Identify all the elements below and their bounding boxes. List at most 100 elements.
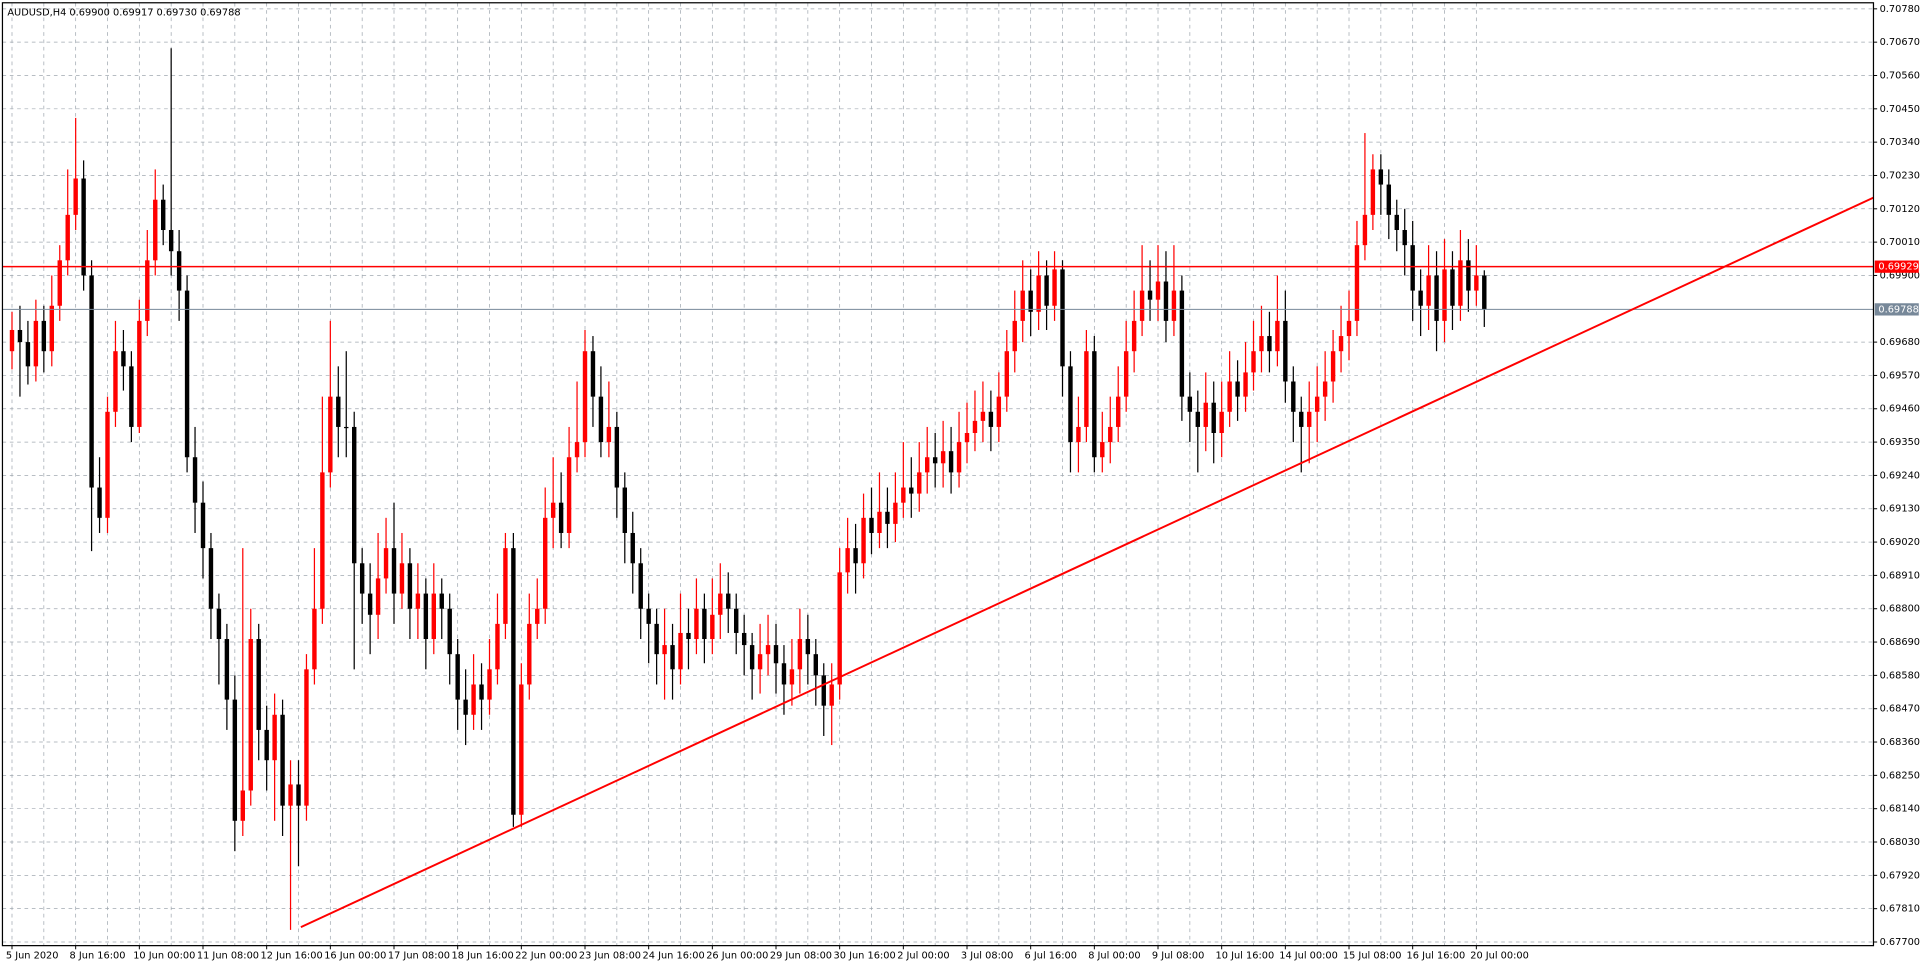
candle-body — [208, 548, 214, 609]
candle-body — [1147, 290, 1153, 300]
candle-body — [176, 251, 182, 291]
candle-body — [1108, 426, 1113, 443]
candle-body — [805, 639, 811, 655]
y-tick-label: 0.68800 — [1880, 604, 1920, 615]
candle-body — [1434, 275, 1439, 321]
candle-body — [1362, 214, 1368, 246]
candle-body — [1299, 411, 1304, 427]
candle-body — [17, 329, 23, 343]
candle-body — [256, 639, 261, 730]
candle-body — [670, 645, 675, 670]
candle-body — [821, 675, 826, 706]
candle-body — [153, 199, 158, 261]
candle-body — [566, 457, 572, 533]
candle-body — [877, 511, 882, 533]
candle-body — [869, 517, 874, 533]
candle-body — [1219, 411, 1224, 433]
candle-body — [1322, 381, 1328, 397]
price-label: 0.69788 — [1878, 304, 1918, 315]
price-label-box — [1874, 260, 1919, 273]
candle-body — [121, 351, 126, 367]
x-tick-label: 8 Jun 16:00 — [70, 950, 126, 961]
candle-body — [694, 608, 699, 640]
y-tick-label: 0.70670 — [1880, 37, 1920, 48]
candle-body — [535, 608, 540, 624]
candle-body — [272, 714, 277, 761]
candle-body — [550, 502, 556, 518]
candle-body — [662, 645, 667, 655]
x-tick-label: 9 Jul 08:00 — [1152, 950, 1204, 961]
candle-body — [1084, 351, 1089, 427]
candle-body — [773, 645, 779, 664]
candle-body — [487, 669, 492, 700]
candle-body — [495, 623, 500, 670]
candle-body — [423, 593, 429, 640]
candle-body — [41, 320, 47, 352]
candle-body — [1314, 396, 1320, 412]
candle-body — [948, 451, 954, 473]
candle-body — [1283, 320, 1288, 382]
candle-body — [972, 420, 978, 433]
candle-body — [940, 451, 946, 464]
candle-body — [757, 654, 763, 670]
candle-body — [654, 623, 659, 655]
y-tick-label: 0.67920 — [1880, 870, 1920, 881]
x-tick-label: 17 Jun 08:00 — [388, 950, 450, 961]
candle-body — [630, 532, 635, 564]
candle-body — [797, 639, 803, 670]
candle-body — [1100, 442, 1105, 458]
candle-body — [1466, 260, 1471, 291]
candle-body — [885, 511, 890, 524]
candle-body — [9, 329, 15, 352]
y-tick-label: 0.69020 — [1880, 537, 1920, 548]
overlays: 0.69929 0.69788 — [2, 196, 1919, 929]
candle-body — [909, 487, 914, 494]
candle-body — [455, 654, 460, 700]
y-tick-label: 0.69240 — [1880, 470, 1920, 481]
candle-body — [1370, 169, 1376, 215]
candle-body — [312, 608, 317, 670]
candle-body — [1402, 230, 1407, 246]
candle-body — [813, 654, 819, 676]
candle-body — [1275, 320, 1280, 352]
candle-body — [288, 784, 293, 806]
x-tick-label: 5 Jun 2020 — [6, 950, 59, 961]
y-tick-label: 0.69570 — [1880, 370, 1920, 381]
candle-body — [161, 199, 166, 231]
y-tick-label: 0.70340 — [1880, 137, 1920, 148]
candle-body — [1442, 269, 1447, 321]
candle-body — [89, 275, 94, 488]
x-tick-label: 12 Jun 16:00 — [261, 950, 323, 961]
candle-body — [789, 669, 795, 685]
price-label: 0.69929 — [1878, 262, 1918, 273]
candle-body — [956, 442, 962, 473]
candle-body — [1171, 290, 1177, 321]
y-tick-label: 0.70560 — [1880, 70, 1920, 81]
y-tick-label: 0.70230 — [1880, 170, 1920, 181]
candle-body — [1354, 245, 1360, 321]
candle-body — [503, 548, 508, 624]
x-tick-label: 3 Jul 08:00 — [961, 950, 1013, 961]
candle-body — [184, 290, 190, 458]
candle-body — [1060, 269, 1065, 367]
candle-body — [582, 351, 588, 443]
candle-body — [1378, 169, 1384, 185]
candle-body — [1394, 214, 1399, 231]
candle-body — [964, 432, 970, 443]
x-tick-label: 22 Jun 00:00 — [515, 950, 577, 961]
y-tick-label: 0.67810 — [1880, 904, 1920, 915]
candle-body — [558, 502, 564, 533]
candle-body — [1139, 290, 1145, 321]
candle-body — [240, 790, 245, 821]
y-tick-label: 0.69130 — [1880, 504, 1920, 515]
candle-body — [1426, 275, 1431, 306]
x-tick-label: 30 Jun 16:00 — [834, 950, 896, 961]
candle-body — [710, 614, 715, 640]
candle-body — [1458, 260, 1463, 306]
candle-body — [192, 457, 198, 503]
candle-body — [447, 608, 452, 655]
x-tick-label: 26 Jun 00:00 — [706, 950, 768, 961]
candle-body — [1020, 290, 1025, 321]
